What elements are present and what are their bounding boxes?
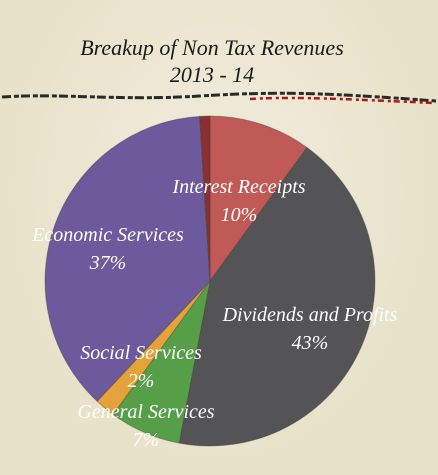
- slice-label-dividends-and-profits: Dividends and Profits: [222, 304, 398, 326]
- pie-slice-dividends-and-profits: [178, 146, 376, 447]
- slice-label-general-services: General Services: [77, 401, 214, 423]
- slice-value-label-economic-services: 37%: [89, 252, 127, 274]
- slice-value-label-general-services: 7%: [133, 429, 160, 451]
- chart-title-line-2: 2013 - 14: [169, 62, 255, 87]
- pie-slice-economic-services: [44, 115, 211, 402]
- slice-value-label-social-services: 2%: [128, 370, 155, 392]
- slice-label-economic-services: Economic Services: [31, 224, 184, 246]
- chart-title-line-1: Breakup of Non Tax Revenues: [80, 35, 344, 60]
- pie-slice-social-services: [96, 280, 211, 416]
- pie-slice-unlabeled: [199, 115, 211, 282]
- chart-title: Breakup of Non Tax Revenues 2013 - 14: [0, 34, 424, 88]
- pie-slices: [44, 115, 376, 447]
- slice-label-interest-receipts: Interest Receipts: [171, 176, 305, 198]
- decorative-divider: [1, 91, 437, 105]
- slice-value-label-dividends-and-profits: 43%: [292, 332, 329, 354]
- slice-label-social-services: Social Services: [80, 342, 202, 364]
- pie-labels: Interest Receipts 10% Dividends and Profit…: [31, 176, 397, 451]
- slice-value-label-interest-receipts: 10%: [221, 204, 258, 226]
- pie-slice-interest-receipts: [209, 115, 308, 283]
- pie-slice-general-services: [112, 280, 211, 444]
